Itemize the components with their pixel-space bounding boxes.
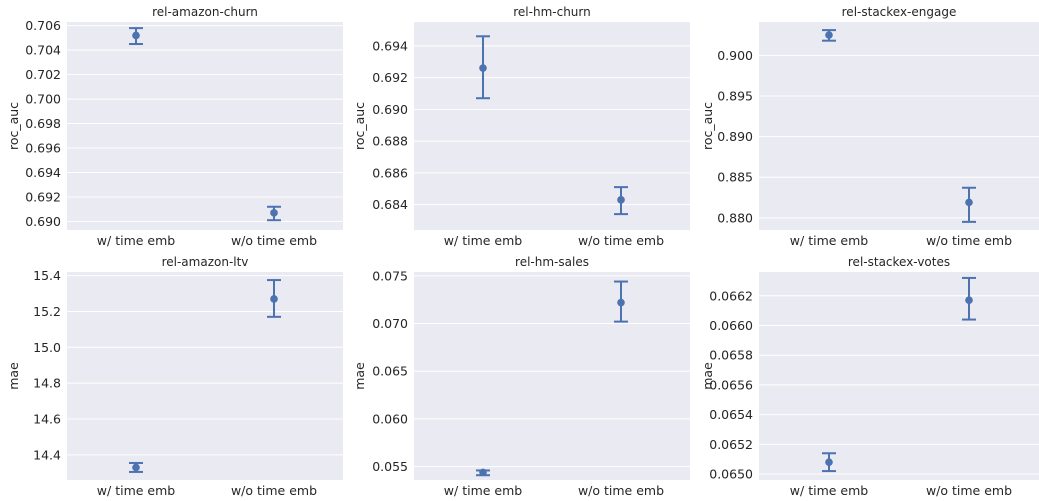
x-tick-label: w/o time emb [926,233,1012,248]
y-tick-label: 0.060 [372,411,408,426]
y-tick-label: 14.6 [33,412,61,427]
chart-panel: 0.690 0.692 0.694 0.696 0.698 0.700 0.702 0.704… [6,5,343,248]
data-point [825,31,833,39]
y-tick-label: 0.684 [372,197,408,212]
plot-area [67,22,343,230]
panel-title: rel-hm-churn [513,5,590,19]
data-point [965,198,973,207]
y-axis-label: roc_auc [700,102,715,150]
plot-area [414,22,690,230]
data-point [270,209,278,217]
y-tick-label: 0.694 [25,165,61,180]
x-tick-label: w/ time emb [790,233,868,248]
y-axis-label: roc_auc [352,102,367,150]
plot-area [759,22,1039,230]
y-tick-label: 0.692 [25,189,61,204]
panel-title: rel-stackex-engage [842,5,957,19]
data-point [132,31,140,40]
y-tick-label: 0.075 [372,268,408,283]
y-tick-label: 0.690 [25,214,61,229]
data-point [825,458,833,466]
y-tick-label: 0.698 [25,116,61,131]
panel-title: rel-stackex-votes [848,255,950,269]
y-axis-label: roc_auc [6,102,21,150]
data-point [965,296,973,305]
x-tick-label: w/o time emb [578,233,664,248]
y-tick-label: 0.704 [25,43,61,58]
y-tick-label: 0.0650 [709,467,753,482]
y-tick-label: 0.890 [717,129,753,144]
chart-panel: 0.0650 0.0652 0.0654 0.0656 0.0658 0.0660 0.06… [700,255,1039,498]
y-tick-label: 0.070 [372,316,408,331]
y-tick-label: 0.702 [25,67,61,82]
data-point [132,463,140,472]
y-tick-label: 0.706 [25,18,61,33]
x-tick-label: w/o time emb [231,233,317,248]
x-tick-label: w/o time emb [231,483,317,498]
chart-panel: 0.055 0.060 0.065 0.070 0.075 w/ time emb w/o … [352,255,690,498]
panel-title: rel-amazon-churn [152,5,258,19]
y-tick-label: 15.0 [33,340,61,355]
y-tick-label: 0.0652 [709,437,753,452]
y-tick-label: 0.0658 [709,348,753,363]
y-axis-label: mae [6,362,21,390]
panel-title: rel-hm-sales [515,255,589,269]
x-tick-label: w/o time emb [926,483,1012,498]
x-tick-label: w/o time emb [578,483,664,498]
y-tick-label: 0.694 [372,38,408,53]
chart-panel: 0.880 0.885 0.890 0.895 0.900 w/ time emb w/o … [700,5,1039,248]
data-point [479,64,487,72]
y-tick-label: 0.0662 [709,288,753,303]
y-tick-label: 15.2 [33,304,61,319]
y-tick-label: 0.885 [717,170,753,185]
y-tick-label: 14.8 [33,376,61,391]
y-tick-label: 0.0654 [709,407,753,422]
x-tick-label: w/ time emb [97,483,175,498]
data-point [479,468,487,477]
y-tick-label: 0.690 [372,102,408,117]
y-tick-label: 0.686 [372,165,408,180]
y-tick-label: 0.0660 [709,318,753,333]
data-point [270,295,278,303]
y-tick-label: 0.895 [717,88,753,103]
y-tick-label: 15.4 [33,268,61,283]
data-point [617,298,625,307]
plot-area [759,272,1039,480]
y-tick-label: 0.696 [25,141,61,156]
y-tick-label: 0.880 [717,210,753,225]
y-tick-label: 14.4 [33,447,61,462]
plot-area [67,272,343,480]
plot-area [414,272,690,480]
chart-panel: 14.4 14.6 14.8 15.0 15.2 15.4 w/ time emb w/o t… [6,255,343,498]
panel-title: rel-amazon-ltv [162,255,249,269]
y-axis-label: mae [352,362,367,390]
y-tick-label: 0.055 [372,459,408,474]
x-tick-label: w/ time emb [444,483,522,498]
y-tick-label: 0.688 [372,134,408,149]
y-tick-label: 0.900 [717,48,753,63]
y-tick-label: 0.692 [372,70,408,85]
y-tick-label: 0.065 [372,364,408,379]
y-tick-label: 0.700 [25,92,61,107]
y-axis-label: mae [700,362,715,390]
x-tick-label: w/ time emb [444,233,522,248]
chart-panel: 0.684 0.686 0.688 0.690 0.692 0.694 w/ time em… [352,5,690,248]
data-point [617,196,625,204]
x-tick-label: w/ time emb [790,483,868,498]
x-tick-label: w/ time emb [97,233,175,248]
y-tick-label: 0.0656 [709,377,753,392]
